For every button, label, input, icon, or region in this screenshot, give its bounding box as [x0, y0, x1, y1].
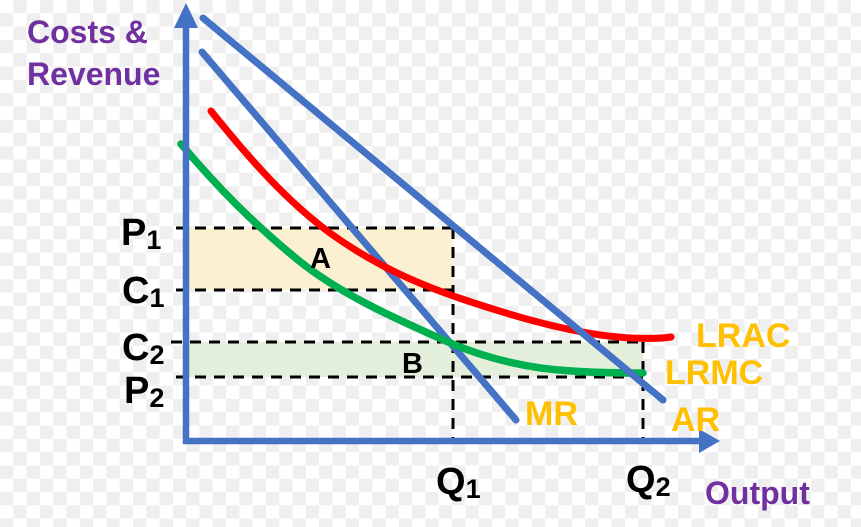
- ar-label: AR: [671, 401, 720, 439]
- c1-label-base: C: [122, 270, 149, 312]
- q2-label: Q2: [626, 459, 671, 502]
- c2-label-base: C: [122, 327, 149, 369]
- p2-label-sub: 2: [149, 383, 164, 413]
- c2-label: C2: [122, 327, 164, 370]
- lrmc-label: LRMC: [665, 354, 763, 392]
- q1-label-sub: 1: [466, 474, 481, 504]
- q1-label-base: Q: [436, 461, 466, 503]
- lrac-curve: [207, 107, 675, 342]
- p2-label-base: P: [124, 370, 149, 412]
- y-axis-title-line1: Costs &: [27, 14, 148, 50]
- p1-label: P1: [121, 212, 161, 255]
- q2-label-base: Q: [626, 459, 656, 501]
- area-a-label: A: [310, 243, 331, 275]
- x-axis-arrow-icon: [699, 429, 720, 453]
- y-axis-title-line2: Revenue: [27, 56, 160, 92]
- p1-label-sub: 1: [146, 225, 161, 255]
- c2-label-sub: 2: [149, 340, 164, 370]
- c1-label: C1: [122, 270, 164, 313]
- area-b-label: B: [402, 348, 423, 380]
- x-axis-title: Output: [705, 475, 810, 511]
- p2-label: P2: [124, 370, 164, 413]
- ar-line: [199, 14, 667, 404]
- mr-line: [198, 48, 520, 424]
- lrmc-curve: [177, 140, 647, 377]
- c1-label-sub: 1: [149, 283, 164, 313]
- p1-label-base: P: [121, 212, 146, 254]
- q1-label: Q1: [436, 461, 481, 504]
- mr-label: MR: [525, 395, 578, 433]
- y-axis-arrow-icon: [174, 3, 198, 28]
- profit-area-a: [188, 228, 453, 290]
- lrac-label: LRAC: [696, 317, 790, 355]
- q2-label-sub: 2: [656, 472, 671, 502]
